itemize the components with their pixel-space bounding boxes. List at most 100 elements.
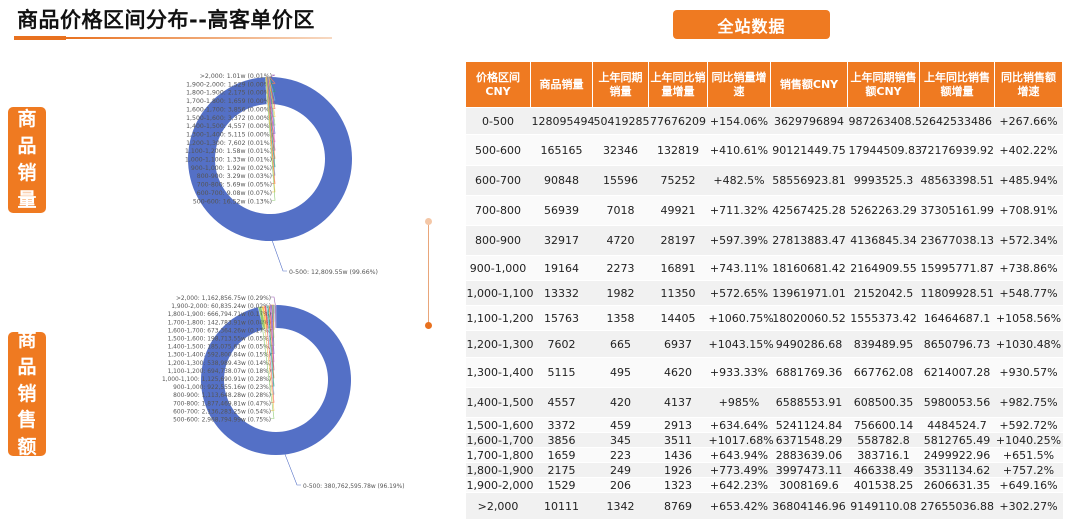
table-cell: 4720: [593, 226, 649, 256]
slice-label: 800-900: 1,113,648.28w (0.28%): [173, 393, 271, 399]
table-cell: 50419285: [593, 108, 649, 135]
table-cell: 90848: [531, 166, 593, 196]
column-header: 商品销量: [531, 62, 593, 108]
table-cell: 58556923.81: [771, 166, 848, 196]
table-cell: 223: [593, 448, 649, 463]
column-header: 上年同比销售额增量: [920, 62, 995, 108]
table-cell: 77676209: [649, 108, 708, 135]
table-cell: 19164: [531, 256, 593, 281]
table-cell: 1982: [593, 281, 649, 306]
table-cell: 401538.25: [848, 478, 920, 493]
table-cell: +1040.25%: [995, 433, 1063, 448]
table-cell: 9490286.68: [771, 331, 848, 358]
slice-label: 0-500: 12,809.55w (99.66%): [289, 269, 378, 276]
table-cell: 27655036.88: [920, 493, 995, 520]
table-cell: 14405: [649, 306, 708, 331]
leader-line: [285, 454, 301, 485]
table-cell: 2913: [649, 418, 708, 433]
table-cell: 11809928.51: [920, 281, 995, 306]
table-cell: 5980053.56: [920, 388, 995, 418]
slice-label: 1,100-1,200: 694,738.07w (0.18%): [168, 369, 271, 375]
slice-label: 1,700-1,800: 142,783.91w (0.04%): [168, 320, 271, 326]
leader-line: [271, 297, 275, 305]
table-cell: 42567425.28: [771, 196, 848, 226]
table-cell: 15596: [593, 166, 649, 196]
table-cell: 420: [593, 388, 649, 418]
table-cell: +1043.15%: [708, 331, 771, 358]
table-cell: 6881769.36: [771, 358, 848, 388]
table-cell: 1,100-1,200: [466, 306, 531, 331]
slice-label: 500-600: 16.52w (0.13%): [193, 198, 272, 205]
slice-label: >2,000: 1.01w (0.01%): [200, 73, 272, 80]
table-cell: 0-500: [466, 108, 531, 135]
table-cell: 5812765.49: [920, 433, 995, 448]
site-data-tag: 全站数据: [673, 10, 830, 39]
table-cell: 1358: [593, 306, 649, 331]
table-cell: >2,000: [466, 493, 531, 520]
slice-label: 1,800-1,900: 2,175 (0.00%): [186, 90, 272, 97]
table-cell: +757.2%: [995, 463, 1063, 478]
table-cell: 665: [593, 331, 649, 358]
table-cell: +985%: [708, 388, 771, 418]
table-cell: 1436: [649, 448, 708, 463]
table-cell: 128095494: [531, 108, 593, 135]
table-cell: 900-1,000: [466, 256, 531, 281]
table-cell: +643.94%: [708, 448, 771, 463]
table-cell: 1,800-1,900: [466, 463, 531, 478]
table-cell: 2883639.06: [771, 448, 848, 463]
slice-label: 1,600-1,700: 673,364.26w (0.17%): [168, 328, 271, 334]
table-cell: +738.86%: [995, 256, 1063, 281]
table-cell: 17944509.83: [848, 135, 920, 166]
table-cell: 72176939.92: [920, 135, 995, 166]
table-cell: +482.5%: [708, 166, 771, 196]
table-cell: +267.66%: [995, 108, 1063, 135]
table-cell: +1030.48%: [995, 331, 1063, 358]
table-cell: 558782.8: [848, 433, 920, 448]
table-cell: 2606631.35: [920, 478, 995, 493]
table-cell: 667762.08: [848, 358, 920, 388]
table-cell: 18020060.52: [771, 306, 848, 331]
table-cell: 13332: [531, 281, 593, 306]
table-cell: 132819: [649, 135, 708, 166]
table-cell: +708.91%: [995, 196, 1063, 226]
table-cell: 7018: [593, 196, 649, 226]
table-cell: 500-600: [466, 135, 531, 166]
table-cell: 1,500-1,600: [466, 418, 531, 433]
slice-label: 1,300-1,400: 5,115 (0.00%): [186, 131, 272, 138]
table-cell: +154.06%: [708, 108, 771, 135]
table-cell: 6937: [649, 331, 708, 358]
table-cell: 987263408.5: [848, 108, 920, 135]
table-cell: 1,000-1,100: [466, 281, 531, 306]
table-cell: 18160681.42: [771, 256, 848, 281]
table-cell: 8650796.73: [920, 331, 995, 358]
column-header: 上年同期销量: [593, 62, 649, 108]
table-cell: 3511: [649, 433, 708, 448]
donut-slice: [275, 305, 276, 328]
table-cell: +1058.56%: [995, 306, 1063, 331]
table-cell: 32917: [531, 226, 593, 256]
table-cell: 23677038.13: [920, 226, 995, 256]
table-cell: +651.5%: [995, 448, 1063, 463]
table-cell: 2499922.96: [920, 448, 995, 463]
table-cell: 165165: [531, 135, 593, 166]
table-cell: 10111: [531, 493, 593, 520]
table-cell: 4137: [649, 388, 708, 418]
table-cell: 6371548.29: [771, 433, 848, 448]
table-cell: 8769: [649, 493, 708, 520]
table-cell: 383716.1: [848, 448, 920, 463]
table-cell: 5115: [531, 358, 593, 388]
slice-label: 1,200-1,300: 7,602 (0.01%): [186, 140, 272, 147]
table-cell: +485.94%: [995, 166, 1063, 196]
table-cell: 3372: [531, 418, 593, 433]
table-cell: 9149110.08: [848, 493, 920, 520]
column-header: 同比销量增速: [708, 62, 771, 108]
